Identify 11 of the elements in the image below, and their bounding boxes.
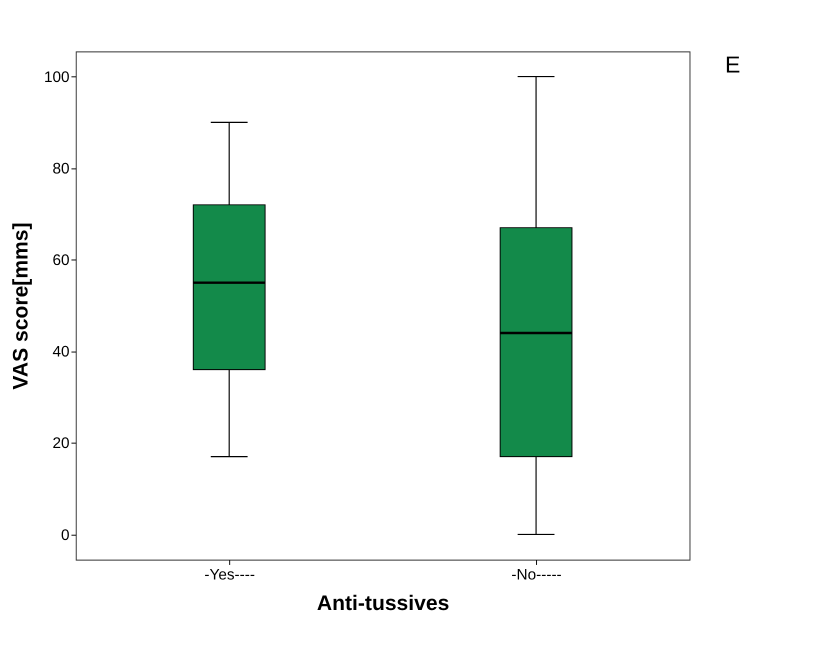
y-tick-label: 60 [52,252,70,270]
y-tick-label: 80 [52,160,70,178]
x-tick-label: -No----- [511,566,562,584]
y-tick-label: 100 [44,68,70,86]
y-axis-title: VAS score[mms] [10,222,33,390]
x-tick-label: -Yes---- [204,566,255,584]
text: E [724,52,740,78]
x-axis-title: Anti-tussives [316,592,450,616]
y-tick-label: 40 [52,344,70,361]
y-tick-label: 0 [60,526,70,544]
y-tick-label: 20 [52,435,70,452]
